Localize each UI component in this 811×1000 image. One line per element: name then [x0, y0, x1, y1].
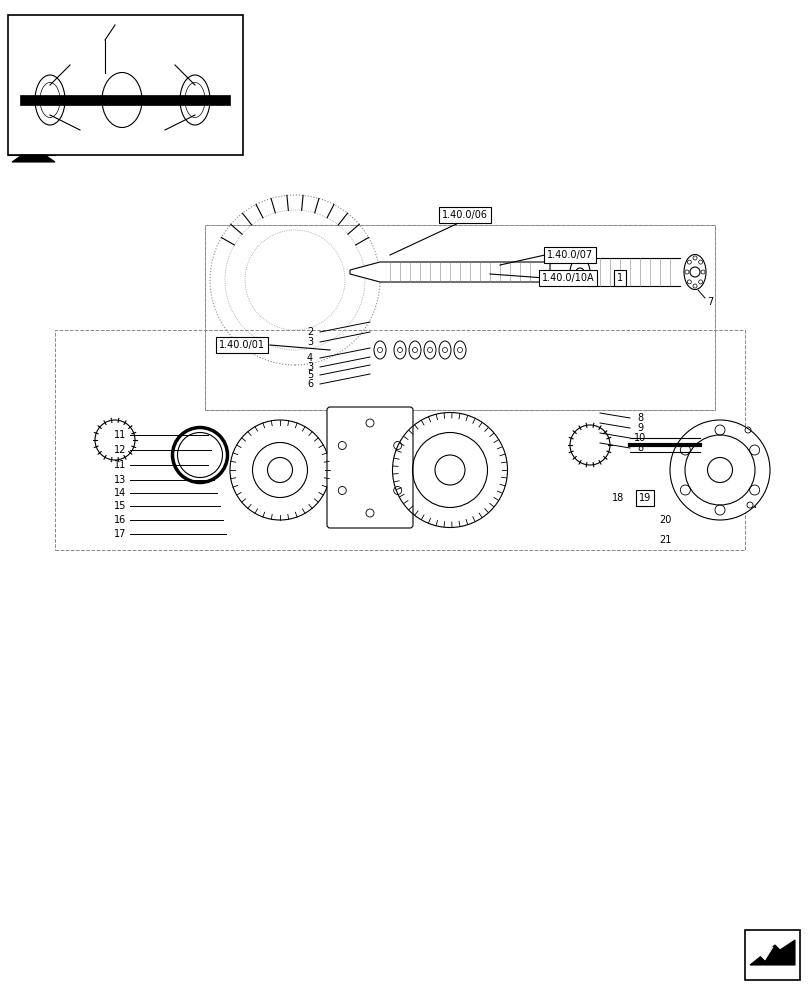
Text: 1: 1 [616, 273, 622, 283]
Text: 1.40.0/07: 1.40.0/07 [547, 250, 592, 260]
Bar [8, 15, 242, 155]
Bar [20, 95, 230, 105]
Text: 9: 9 [636, 423, 642, 433]
Text: 12: 12 [114, 445, 126, 455]
Text: ·: · [752, 501, 756, 515]
Text: 2: 2 [307, 327, 313, 337]
Text: 3: 3 [307, 362, 313, 372]
Text: 13: 13 [114, 475, 126, 485]
Text: 11: 11 [114, 460, 126, 470]
Text: 1.40.0/10A: 1.40.0/10A [541, 273, 594, 283]
Text: 20: 20 [658, 515, 671, 525]
Bar [55, 330, 744, 550]
Text: 7: 7 [706, 297, 712, 307]
Bar [744, 930, 799, 980]
Ellipse shape [669, 420, 769, 520]
Text: 1.40.0/01: 1.40.0/01 [219, 340, 264, 350]
Text: 15: 15 [114, 501, 126, 511]
Polygon shape [350, 262, 549, 282]
Text: 18: 18 [611, 493, 624, 503]
Text: 19: 19 [638, 493, 650, 503]
Text: 16: 16 [114, 515, 126, 525]
Ellipse shape [683, 254, 705, 290]
Text: 8: 8 [636, 443, 642, 453]
Polygon shape [754, 947, 772, 960]
Bar [204, 225, 714, 410]
Ellipse shape [684, 435, 754, 505]
Text: 4: 4 [307, 353, 313, 363]
Polygon shape [12, 155, 55, 162]
Text: 3: 3 [307, 337, 313, 347]
Text: 5: 5 [307, 370, 313, 380]
Text: 21: 21 [658, 535, 671, 545]
Text: 10: 10 [633, 433, 646, 443]
Polygon shape [749, 940, 794, 965]
Bar [204, 225, 714, 410]
Text: 8: 8 [636, 413, 642, 423]
Text: 14: 14 [114, 488, 126, 498]
Text: 6: 6 [307, 379, 313, 389]
Ellipse shape [569, 258, 590, 286]
Text: 11: 11 [114, 430, 126, 440]
Text: 17: 17 [114, 529, 126, 539]
FancyBboxPatch shape [327, 407, 413, 528]
Text: 1.40.0/06: 1.40.0/06 [441, 210, 487, 220]
